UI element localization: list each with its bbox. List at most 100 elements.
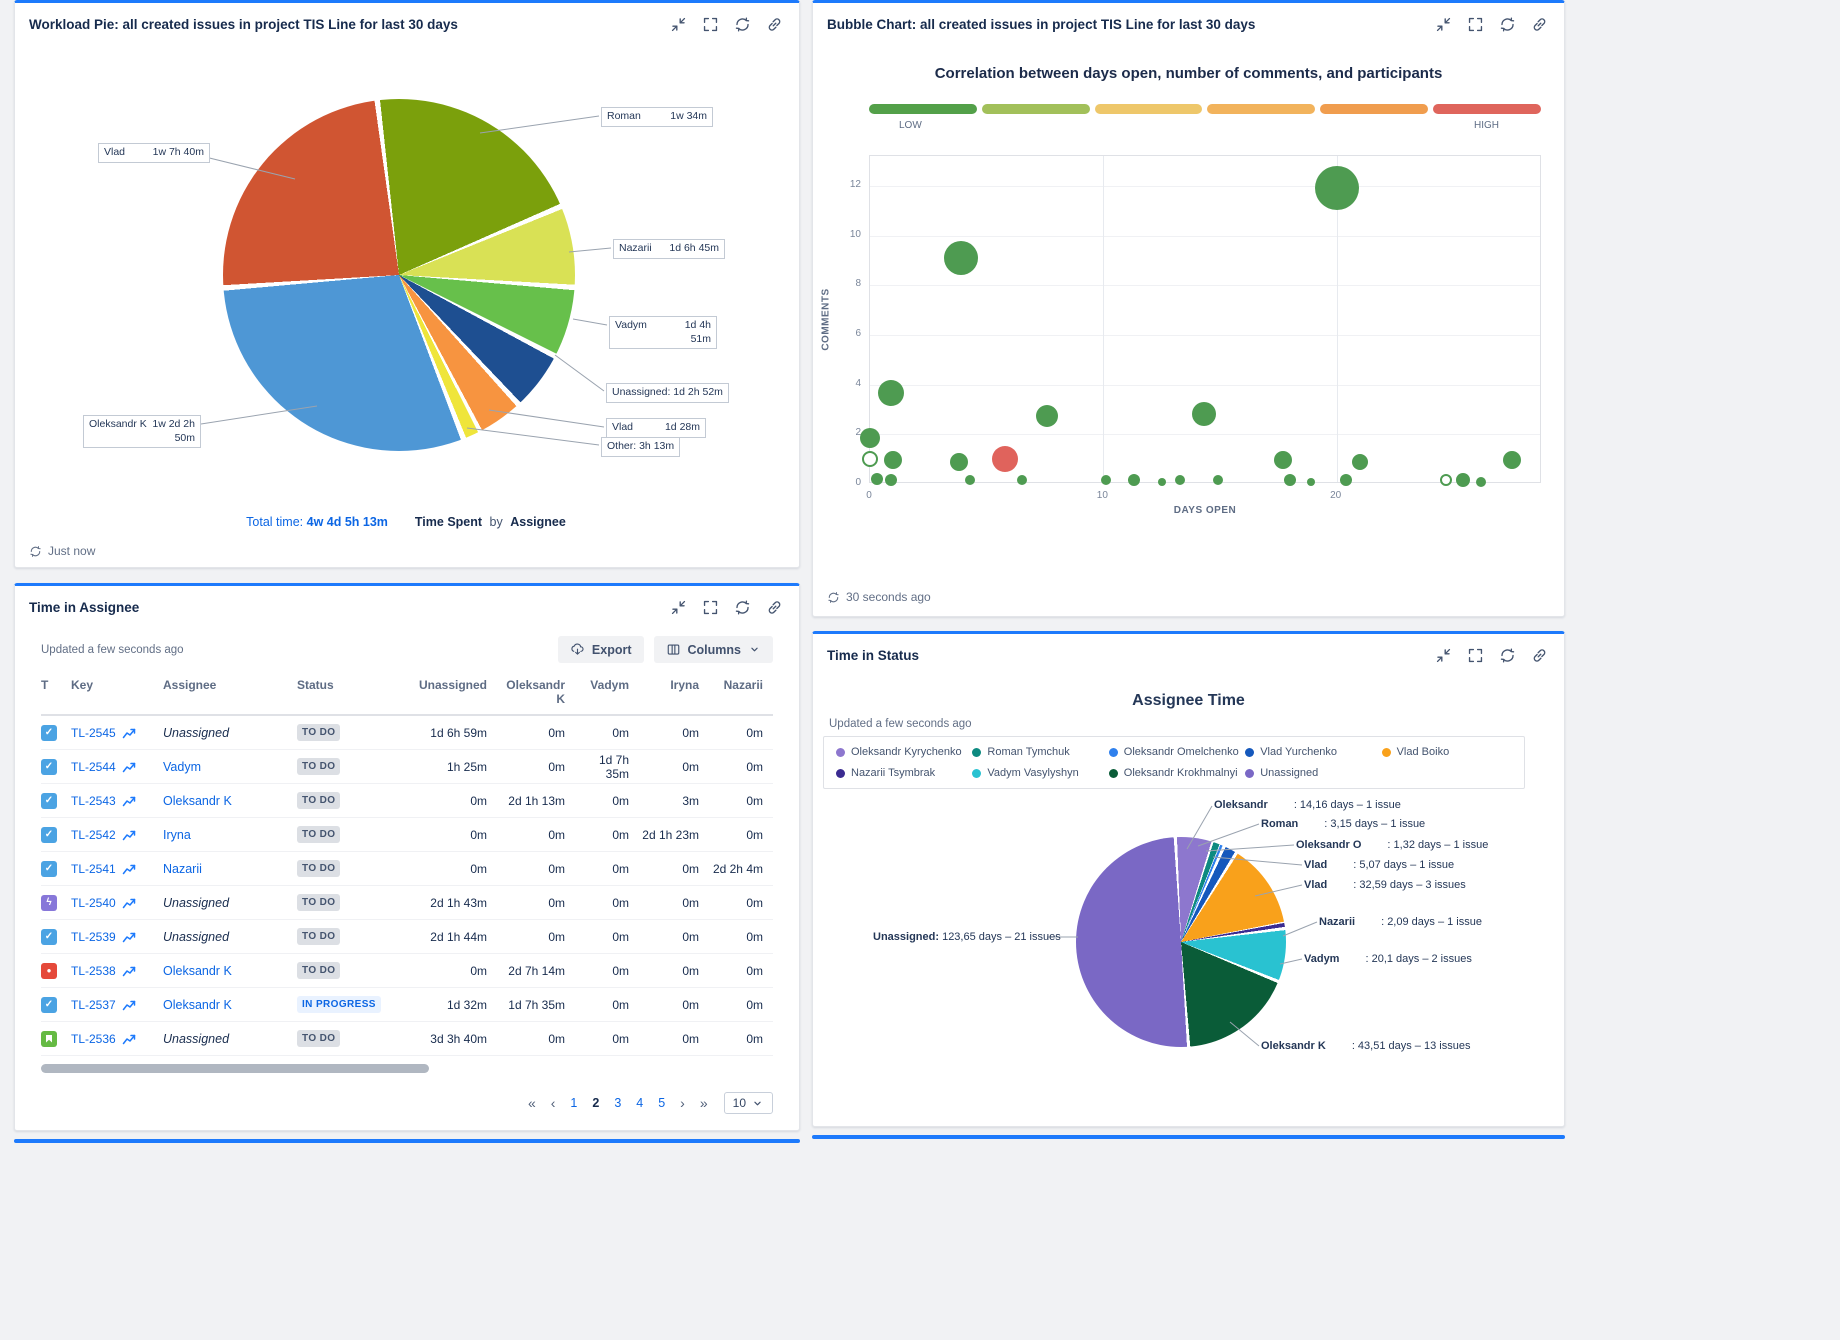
- legend-item[interactable]: Unassigned: [1245, 767, 1375, 779]
- bubble-point[interactable]: [871, 473, 883, 486]
- link-icon[interactable]: [766, 16, 783, 33]
- bubble-point[interactable]: [878, 380, 904, 407]
- bubble-point[interactable]: [1127, 474, 1140, 487]
- refresh-icon[interactable]: [29, 545, 42, 558]
- issue-key-link[interactable]: TL-2542: [71, 827, 116, 842]
- issue-row[interactable]: ϟ TL-2540 Unassigned TO DO 2d 1h 43m 0m 0m 0m 0m: [41, 886, 773, 920]
- trend-chart-icon[interactable]: [122, 862, 136, 876]
- assignee-cell[interactable]: Unassigned: [163, 895, 230, 910]
- column-header[interactable]: Key: [71, 678, 94, 692]
- issue-row[interactable]: ✓ TL-2541 Nazarii TO DO 0m 0m 0m 0m 2d 2h 4m: [41, 852, 773, 886]
- bubble-point[interactable]: [1212, 475, 1223, 486]
- issue-key-link[interactable]: TL-2538: [71, 963, 116, 978]
- workload-pie-chart[interactable]: [223, 99, 575, 451]
- first-page-button[interactable]: «: [527, 1095, 536, 1111]
- legend-item[interactable]: Vlad Boiko: [1381, 746, 1512, 758]
- scrollbar-thumb[interactable]: [41, 1064, 429, 1073]
- column-header[interactable]: Vadym: [590, 678, 629, 692]
- issue-key-link[interactable]: TL-2540: [71, 895, 116, 910]
- issue-key-link[interactable]: TL-2536: [71, 1031, 116, 1046]
- issue-row[interactable]: ✓ TL-2545 Unassigned TO DO 1d 6h 59m 0m 0m 0m 0m: [41, 716, 773, 750]
- bubble-point[interactable]: [1307, 477, 1315, 486]
- bubble-point[interactable]: [860, 428, 880, 449]
- collapse-icon[interactable]: [1435, 16, 1452, 33]
- issue-row[interactable]: ✓ TL-2539 Unassigned TO DO 2d 1h 44m 0m 0m 0m 0m: [41, 920, 773, 954]
- trend-chart-icon[interactable]: [122, 964, 136, 978]
- assignee-cell[interactable]: Iryna: [163, 827, 191, 842]
- legend-item[interactable]: Nazarii Tsymbrak: [836, 767, 966, 779]
- refresh-icon[interactable]: [1499, 16, 1516, 33]
- issue-key-link[interactable]: TL-2543: [71, 793, 116, 808]
- bubble-point[interactable]: [1340, 474, 1352, 487]
- bubble-point[interactable]: [1016, 475, 1027, 486]
- issue-row[interactable]: ✓ TL-2544 Vadym TO DO 1h 25m 0m 1d 7h 35m 0m 0m: [41, 750, 773, 784]
- assignee-cell[interactable]: Unassigned: [163, 725, 230, 740]
- refresh-icon[interactable]: [734, 599, 751, 616]
- column-header[interactable]: Iryna: [670, 678, 699, 692]
- page-2-button[interactable]: 2: [592, 1096, 600, 1110]
- issue-key-link[interactable]: TL-2537: [71, 997, 116, 1012]
- assignee-cell[interactable]: Unassigned: [163, 929, 230, 944]
- bubble-point[interactable]: [1352, 453, 1368, 470]
- bubble-point[interactable]: [1314, 166, 1359, 211]
- page-size-select[interactable]: 10: [723, 1092, 773, 1114]
- trend-chart-icon[interactable]: [122, 1032, 136, 1046]
- trend-chart-icon[interactable]: [122, 896, 136, 910]
- refresh-icon[interactable]: [734, 16, 751, 33]
- trend-chart-icon[interactable]: [122, 930, 136, 944]
- next-page-button[interactable]: ›: [680, 1095, 685, 1111]
- trend-chart-icon[interactable]: [122, 726, 136, 740]
- trend-chart-icon[interactable]: [122, 828, 136, 842]
- metric-label[interactable]: Time Spent: [414, 515, 483, 529]
- assignee-cell[interactable]: Oleksandr K: [163, 997, 232, 1012]
- bubble-point[interactable]: [1036, 404, 1059, 427]
- assignee-cell[interactable]: Vadym: [163, 759, 201, 774]
- assignee-cell[interactable]: Oleksandr K: [163, 963, 232, 978]
- assignee-cell[interactable]: Unassigned: [163, 1031, 230, 1046]
- bubble-point[interactable]: [992, 446, 1019, 473]
- issue-key-link[interactable]: TL-2541: [71, 861, 116, 876]
- legend-item[interactable]: Oleksandr Krokhmalnyi: [1108, 767, 1239, 779]
- bubble-point[interactable]: [1157, 477, 1166, 486]
- bubble-point[interactable]: [965, 475, 976, 486]
- column-header[interactable]: Oleksandr K: [506, 678, 565, 706]
- refresh-icon[interactable]: [827, 591, 840, 604]
- issue-key-link[interactable]: TL-2545: [71, 725, 116, 740]
- assignee-cell[interactable]: Oleksandr K: [163, 793, 232, 808]
- bubble-point[interactable]: [1502, 451, 1521, 470]
- collapse-icon[interactable]: [670, 16, 687, 33]
- link-icon[interactable]: [1531, 647, 1548, 664]
- issue-row[interactable]: ✓ TL-2537 Oleksandr K IN PROGRESS 1d 32m 1d 7…: [41, 988, 773, 1022]
- page-3-button[interactable]: 3: [614, 1096, 622, 1110]
- page-1-button[interactable]: 1: [570, 1096, 578, 1110]
- bubble-point[interactable]: [1191, 402, 1216, 427]
- expand-icon[interactable]: [702, 599, 719, 616]
- issue-row[interactable]: ✓ TL-2542 Iryna TO DO 0m 0m 0m 2d 1h 23m 0m: [41, 818, 773, 852]
- issue-key-link[interactable]: TL-2544: [71, 759, 116, 774]
- collapse-icon[interactable]: [1435, 647, 1452, 664]
- bubble-point[interactable]: [1274, 451, 1292, 470]
- column-header[interactable]: Assignee: [163, 678, 217, 692]
- bubble-point[interactable]: [1476, 476, 1487, 487]
- dimension-label[interactable]: Assignee: [510, 515, 566, 529]
- column-header[interactable]: Unassigned: [418, 678, 487, 692]
- expand-icon[interactable]: [1467, 16, 1484, 33]
- refresh-status[interactable]: 30 seconds ago: [827, 590, 931, 604]
- bubble-point[interactable]: [1175, 475, 1186, 486]
- column-header[interactable]: Status: [297, 678, 334, 692]
- issue-key-link[interactable]: TL-2539: [71, 929, 116, 944]
- export-button[interactable]: Export: [557, 636, 644, 663]
- column-header[interactable]: Nazarii: [723, 678, 763, 692]
- columns-button[interactable]: Columns: [653, 636, 773, 663]
- bubble-point[interactable]: [862, 451, 878, 468]
- column-header[interactable]: T: [41, 678, 49, 692]
- assignee-cell[interactable]: Nazarii: [163, 861, 202, 876]
- expand-icon[interactable]: [1467, 647, 1484, 664]
- refresh-status[interactable]: Just now: [29, 544, 95, 558]
- legend-item[interactable]: Vadym Vasylyshyn: [972, 767, 1102, 779]
- legend-item[interactable]: Roman Tymchuk: [972, 746, 1102, 758]
- bubble-point[interactable]: [944, 240, 978, 275]
- bubble-point[interactable]: [1455, 473, 1470, 488]
- bubble-point[interactable]: [949, 452, 968, 471]
- bubble-point[interactable]: [1284, 474, 1296, 487]
